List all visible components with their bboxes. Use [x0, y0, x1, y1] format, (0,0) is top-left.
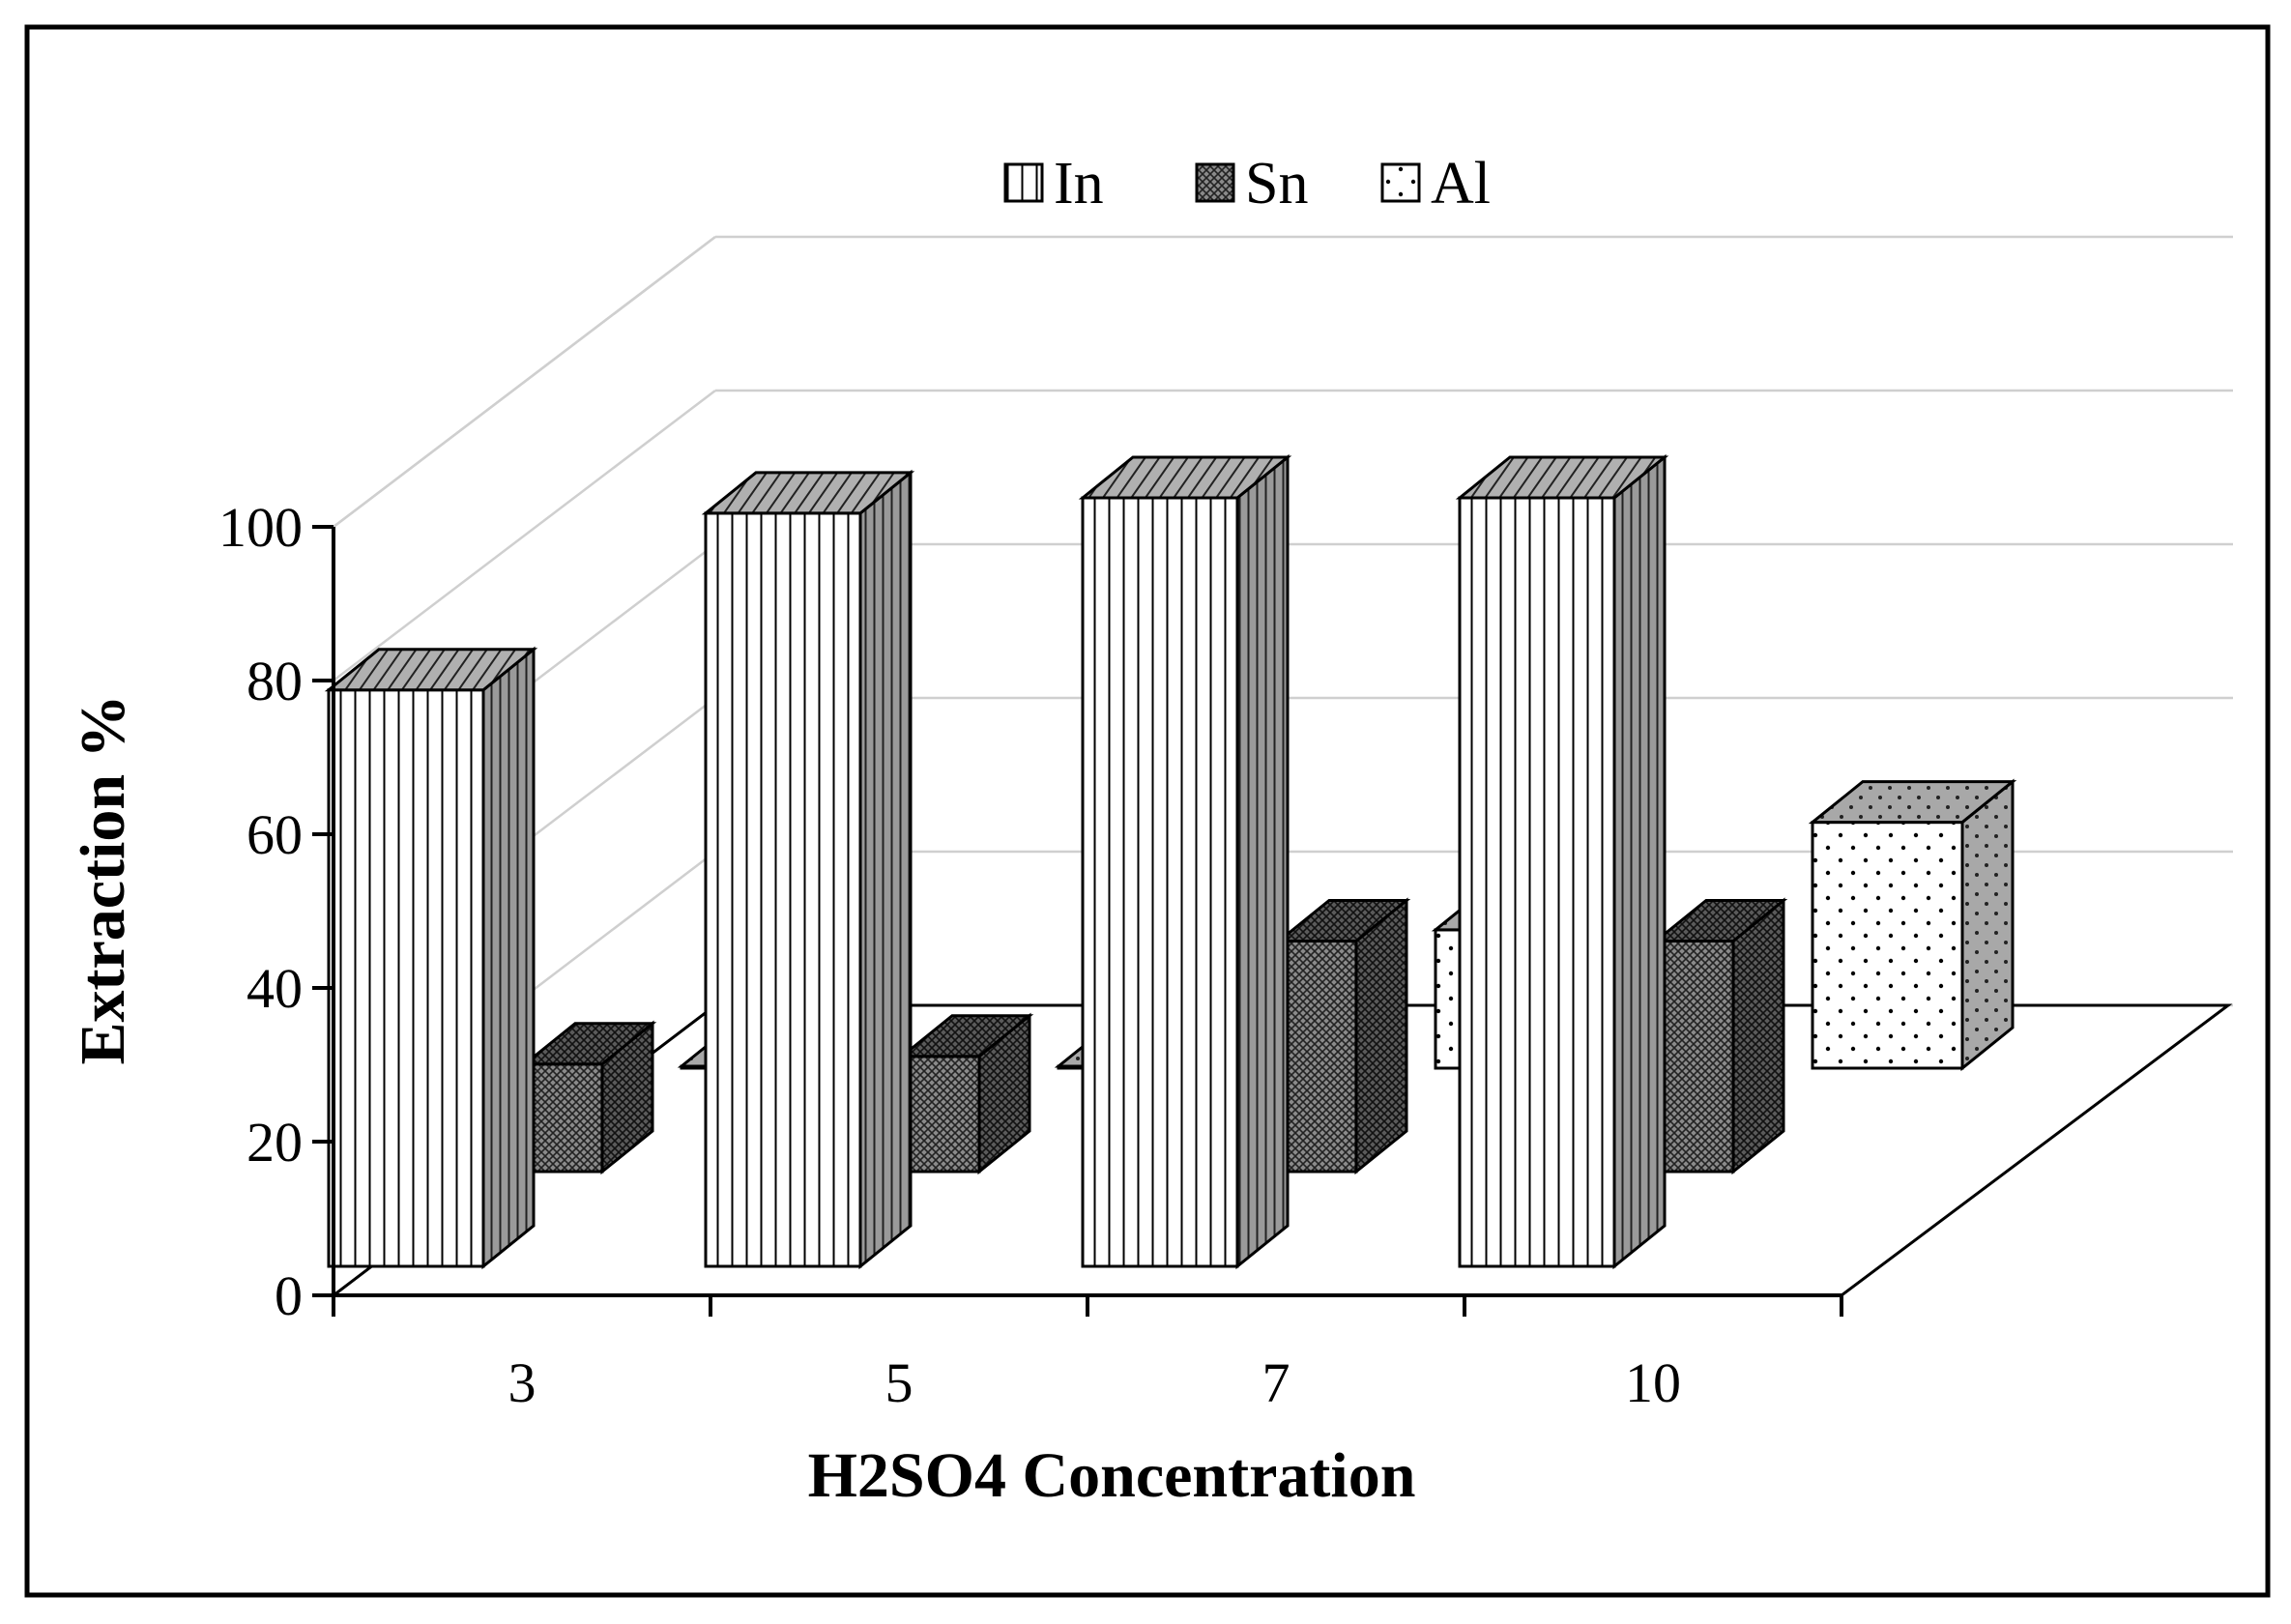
y-tick-label-20: 20	[246, 1111, 303, 1174]
bar-face	[900, 1055, 981, 1174]
y-axis-title: Extraction %	[68, 694, 138, 1064]
bar-top	[1078, 455, 1292, 500]
wall-edge-top	[333, 236, 716, 528]
legend-item-al: Al	[1380, 151, 1491, 217]
legend-label-in: In	[1054, 151, 1104, 217]
legend-swatch-sn	[1195, 162, 1235, 203]
bar-sn-3	[520, 1020, 657, 1175]
y-tick-label-100: 100	[218, 496, 303, 559]
bar-top	[1455, 455, 1669, 500]
bar-al-10	[1808, 778, 2017, 1072]
axes: 0 20 40 60 80 100 3 5 7 10	[218, 496, 1843, 1414]
legend-item-sn: Sn	[1195, 151, 1308, 217]
bar-in-10	[1455, 453, 1669, 1270]
x-tick-label-5: 5	[885, 1351, 914, 1414]
bar-top	[520, 1022, 657, 1066]
bar-side	[1960, 778, 2015, 1072]
bar-top	[1651, 899, 1788, 942]
bar-face	[1811, 821, 1964, 1070]
y-tick-label-0: 0	[275, 1264, 303, 1327]
bar-top	[1808, 780, 2017, 825]
bar-in-5	[701, 469, 915, 1270]
bar-face	[1277, 940, 1358, 1174]
bar-face	[523, 1062, 604, 1174]
bar-side	[1235, 453, 1290, 1270]
bar-side	[481, 646, 536, 1270]
legend-swatch-in	[1003, 162, 1044, 203]
legend-label-al: Al	[1431, 151, 1491, 217]
x-axis-title: H2SO4 Concentration	[808, 1440, 1416, 1511]
y-tick-label-40: 40	[246, 957, 303, 1020]
bar-top	[1274, 899, 1411, 942]
bar-sn-10	[1651, 897, 1788, 1175]
bar-sn-7	[1274, 897, 1411, 1175]
wall-gridline-80	[333, 390, 716, 682]
bar-in-7	[1078, 453, 1292, 1270]
bar-side	[1731, 897, 1785, 1175]
bar-face	[1458, 496, 1616, 1268]
x-tick-label-3: 3	[508, 1351, 536, 1414]
y-tick-label-60: 60	[246, 803, 303, 866]
legend-label-sn: Sn	[1245, 151, 1308, 217]
bar-in-3	[324, 646, 538, 1270]
legend-swatch-al	[1380, 162, 1421, 203]
bar-side	[858, 469, 913, 1270]
y-tick-label-80: 80	[246, 650, 303, 712]
bar-face	[704, 511, 862, 1268]
legend: In Sn Al	[1003, 151, 1491, 217]
bar-top	[701, 471, 915, 515]
bar-side	[1354, 897, 1408, 1175]
bars	[324, 453, 2017, 1270]
bar-top	[897, 1014, 1034, 1058]
bar-face	[1081, 496, 1239, 1268]
bar-face	[327, 688, 485, 1268]
bar-sn-5	[897, 1012, 1034, 1175]
legend-item-in: In	[1003, 151, 1104, 217]
x-tick-label-7: 7	[1262, 1351, 1290, 1414]
bar-side	[1612, 453, 1667, 1270]
bar-top	[324, 648, 538, 692]
x-tick-label-10: 10	[1625, 1351, 1681, 1414]
bar-face	[1654, 940, 1735, 1174]
